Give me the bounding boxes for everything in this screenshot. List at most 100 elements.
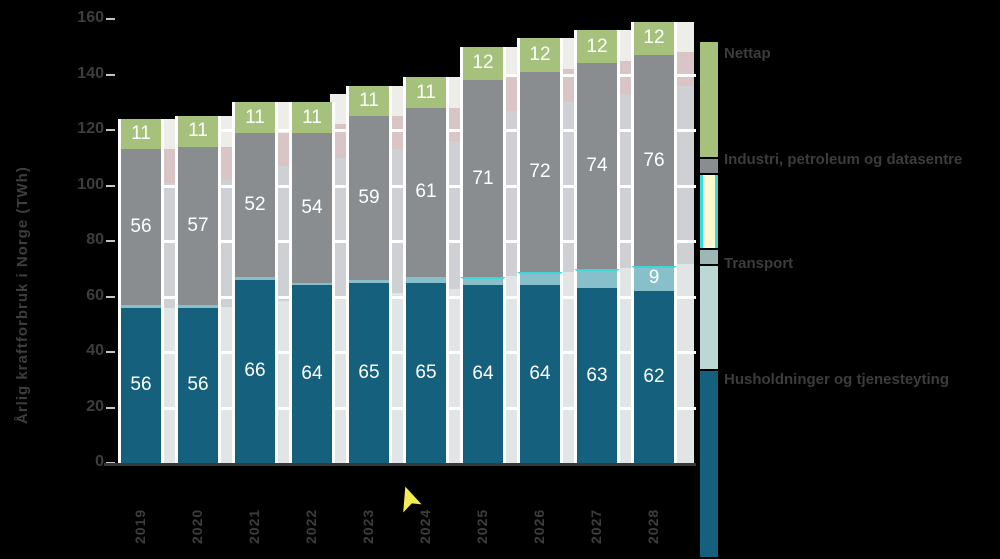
- bar-segment-husholdninger: [403, 282, 449, 463]
- gridline: [498, 240, 525, 243]
- gridline: [669, 295, 696, 299]
- ghost-bar-segment-pale: [671, 264, 694, 463]
- bar-segment-industri: [574, 63, 620, 269]
- cursor-pointer-artifact: [403, 486, 422, 513]
- y-axis-tick-mark: [106, 18, 115, 20]
- y-axis-tick-mark: [106, 240, 115, 242]
- y-axis-tick-mark: [106, 184, 115, 187]
- gridline: [213, 351, 240, 354]
- bar-value-label: 11: [359, 89, 379, 111]
- bar-value-label: 12: [586, 35, 608, 57]
- bar-value-label: 57: [187, 214, 209, 236]
- legend-swatch-segment-4: [700, 266, 718, 369]
- gridline: [441, 129, 468, 132]
- legend-swatch-segment-2: [700, 175, 718, 248]
- bar-segment-husholdninger: [175, 307, 221, 463]
- y-axis-tick-label: 100: [77, 175, 104, 193]
- gridline: [270, 184, 297, 188]
- gridline: [384, 406, 411, 410]
- gridline: [384, 295, 411, 299]
- x-axis-label: 2027: [588, 508, 604, 544]
- gridline: [327, 184, 354, 188]
- gridline: [213, 184, 240, 188]
- x-axis-label: 2028: [645, 508, 661, 544]
- bar-segment-husholdninger: [460, 285, 506, 463]
- legend-swatch-segment-0: [700, 42, 718, 157]
- gridline: [555, 184, 582, 188]
- bar-value-label: 59: [358, 186, 380, 208]
- y-axis-tick-label: 0: [95, 453, 104, 470]
- gridline: [612, 73, 639, 77]
- gridline: [327, 406, 354, 410]
- bar-segment-industri: [232, 132, 278, 278]
- gridline: [270, 240, 297, 243]
- bar-segment-transport: [346, 279, 392, 283]
- bar-segment-nettap: [346, 85, 392, 117]
- legend-label-3: Husholdninger og tjenesteyting: [724, 371, 950, 388]
- gridline: [612, 406, 639, 410]
- bar-value-label: 56: [187, 374, 209, 396]
- gridline: [156, 295, 183, 299]
- gridline: [213, 129, 240, 132]
- bar-value-label: 64: [301, 363, 323, 385]
- bar-value-label: 56: [130, 374, 152, 396]
- bar-segment-husholdninger: [631, 290, 677, 463]
- gridline: [555, 295, 582, 299]
- bar-value-label: 12: [643, 27, 665, 49]
- gridline: [327, 351, 354, 354]
- gridline: [669, 406, 696, 410]
- bar-value-label: 11: [188, 120, 208, 142]
- bar-segment-nettap: [403, 77, 449, 108]
- y-axis-tick-mark: [106, 73, 115, 76]
- y-axis-tick-label: 40: [86, 342, 104, 359]
- bar-value-label: 11: [416, 81, 436, 103]
- bar-value-label: 72: [529, 160, 551, 182]
- gridline: [384, 351, 411, 354]
- x-axis-label: 2022: [303, 508, 319, 544]
- bar-value-label: 11: [302, 106, 322, 128]
- bar-segment-industri: [460, 80, 506, 278]
- bar-segment-nettap: [118, 118, 164, 150]
- gridline: [669, 73, 696, 77]
- gridline: [498, 295, 525, 299]
- gridline: [156, 406, 183, 410]
- gridline: [327, 295, 354, 299]
- gridline: [441, 240, 468, 243]
- y-axis-tick-label: 120: [77, 120, 104, 137]
- gridline: [270, 406, 297, 410]
- gridline: [384, 240, 411, 243]
- bar-value-label: 52: [244, 193, 266, 215]
- bar-segment-nettap: [460, 46, 506, 81]
- legend-label-2: Transport: [724, 255, 794, 272]
- gridline: [441, 351, 468, 354]
- gridline: [270, 129, 297, 132]
- y-axis-tick-mark: [106, 351, 115, 353]
- bar-segment-husholdninger: [289, 285, 335, 463]
- bar-value-label: 12: [529, 44, 551, 66]
- legend-swatch-segment-3: [700, 250, 718, 264]
- bar-segment-nettap: [289, 102, 335, 133]
- bar-value-label: 11: [131, 123, 151, 145]
- gridline: [270, 295, 297, 299]
- y-axis-tick-mark: [106, 129, 115, 131]
- bar-segment-husholdninger: [346, 282, 392, 463]
- x-axis-label: 2026: [531, 508, 547, 544]
- y-axis-tick-label: 140: [77, 64, 104, 82]
- bar-segment-industri: [346, 116, 392, 280]
- gridline: [555, 240, 582, 243]
- gridline: [213, 240, 240, 243]
- bar-segment-nettap: [175, 116, 221, 147]
- gridline: [384, 184, 411, 188]
- gridline: [327, 129, 354, 132]
- bar-segment-industri: [631, 55, 677, 266]
- gridline: [555, 406, 582, 410]
- gridline: [441, 184, 468, 188]
- gridline: [441, 406, 468, 410]
- bar-value-label: 12: [472, 52, 494, 74]
- bar-segment-transport: [574, 268, 620, 289]
- bar-value-label: 62: [643, 365, 665, 387]
- gridline: [498, 73, 525, 77]
- bar-value-label: 65: [358, 361, 380, 383]
- y-axis-tick-label: 20: [86, 397, 104, 415]
